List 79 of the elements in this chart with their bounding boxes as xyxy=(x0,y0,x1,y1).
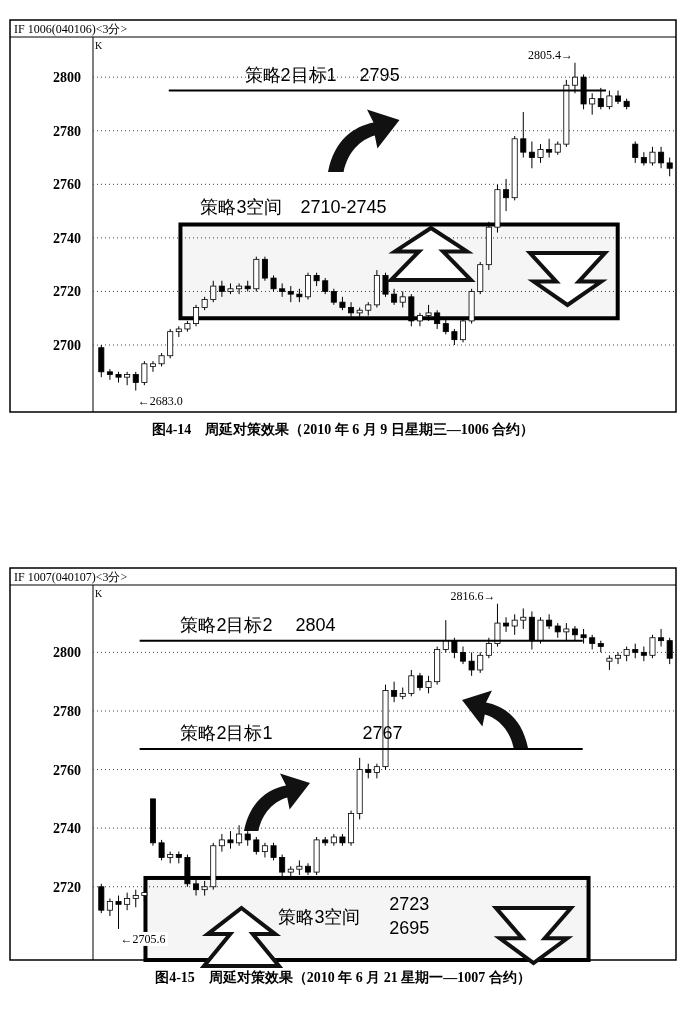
chart-title: IF 1006(040106)<3分> xyxy=(14,22,128,36)
y-tick-label: 2720 xyxy=(53,879,81,895)
candlestick xyxy=(261,256,268,282)
candlestick xyxy=(434,309,441,330)
ref-line-label: 策略2目标1 2795 xyxy=(244,64,400,85)
candlestick xyxy=(666,637,673,665)
chart-title: IF 1007(040107)<3分> xyxy=(14,570,128,584)
candlestick xyxy=(511,613,518,636)
y-tick-label: 2800 xyxy=(53,70,81,86)
candlestick xyxy=(460,317,466,343)
y-tick-label: 2720 xyxy=(53,284,81,300)
candlestick xyxy=(218,833,225,853)
candlestick xyxy=(606,90,613,110)
band-label: 策略3空间 xyxy=(278,906,361,927)
candlestick xyxy=(615,651,622,665)
annotation: 2723 xyxy=(389,894,430,914)
y-tick-label: 2740 xyxy=(53,821,81,837)
candlestick xyxy=(348,301,355,319)
candlestick xyxy=(236,282,243,295)
band-label: 策略3空间 2710-2745 xyxy=(200,196,387,217)
y-tick-label: 2700 xyxy=(53,338,81,354)
candlestick xyxy=(158,839,165,861)
candlestick xyxy=(382,272,389,298)
y-axis-title: K xyxy=(95,588,103,599)
annotation: ←2683.0 xyxy=(137,393,183,408)
y-tick-label: 2760 xyxy=(53,177,81,193)
candlestick xyxy=(141,360,148,386)
annotation: 2805.4→ xyxy=(527,47,573,62)
candlestick xyxy=(115,895,122,930)
candlestick xyxy=(468,651,475,677)
candlestick xyxy=(149,360,156,373)
candlestick xyxy=(124,892,131,911)
ref-line-label: 策略2目标1 2767 xyxy=(180,723,403,744)
candlestick xyxy=(305,272,311,300)
candlestick xyxy=(124,371,131,386)
candlestick xyxy=(373,763,380,779)
annotation: 2695 xyxy=(389,918,430,938)
candlestick xyxy=(416,312,423,327)
y-tick-label: 2780 xyxy=(53,703,81,719)
candlestick xyxy=(649,634,656,659)
candlestick xyxy=(546,613,553,630)
candlestick xyxy=(666,157,673,177)
candlestick xyxy=(210,280,217,303)
y-axis-title: K xyxy=(95,40,103,51)
candlestick xyxy=(632,140,639,164)
candlestick xyxy=(193,877,200,897)
ref-line-label: 策略2目标2 2804 xyxy=(180,614,336,635)
candlestick xyxy=(658,628,665,648)
candlestick xyxy=(132,371,139,392)
candlestick xyxy=(640,646,647,662)
candlestick xyxy=(520,607,527,630)
candlestick xyxy=(649,146,656,167)
candlestick xyxy=(279,854,286,879)
y-tick-label: 2800 xyxy=(53,645,81,661)
candlestick xyxy=(218,280,225,298)
candlestick xyxy=(528,140,535,169)
y-tick-label: 2780 xyxy=(53,123,81,139)
candlestick xyxy=(546,138,553,159)
candlestick xyxy=(640,151,647,167)
candlestick xyxy=(503,178,510,212)
candlestick xyxy=(520,111,527,159)
candlestick xyxy=(477,651,484,674)
candlestick xyxy=(261,842,268,858)
y-tick-label: 2740 xyxy=(53,230,81,246)
candlestick xyxy=(391,681,398,703)
candlestick xyxy=(98,883,105,914)
caption: 图4-15 周延对策效果（2010 年 6 月 21 星期一—1007 合约） xyxy=(155,970,531,985)
candlestick xyxy=(193,304,200,327)
candlestick xyxy=(537,143,544,164)
candlestick xyxy=(106,368,113,381)
annotation: ←2705.6 xyxy=(120,931,166,946)
candlestick xyxy=(503,616,510,633)
candlestick xyxy=(615,90,622,105)
caption: 图4-14 周延对策效果（2010 年 6 月 9 日星期三—1006 合约） xyxy=(151,422,535,437)
candlestick xyxy=(658,146,665,169)
y-tick-label: 2760 xyxy=(53,762,81,778)
annotation: 2816.6→ xyxy=(450,588,496,603)
candlestick xyxy=(408,669,415,697)
candlestick xyxy=(236,824,243,847)
